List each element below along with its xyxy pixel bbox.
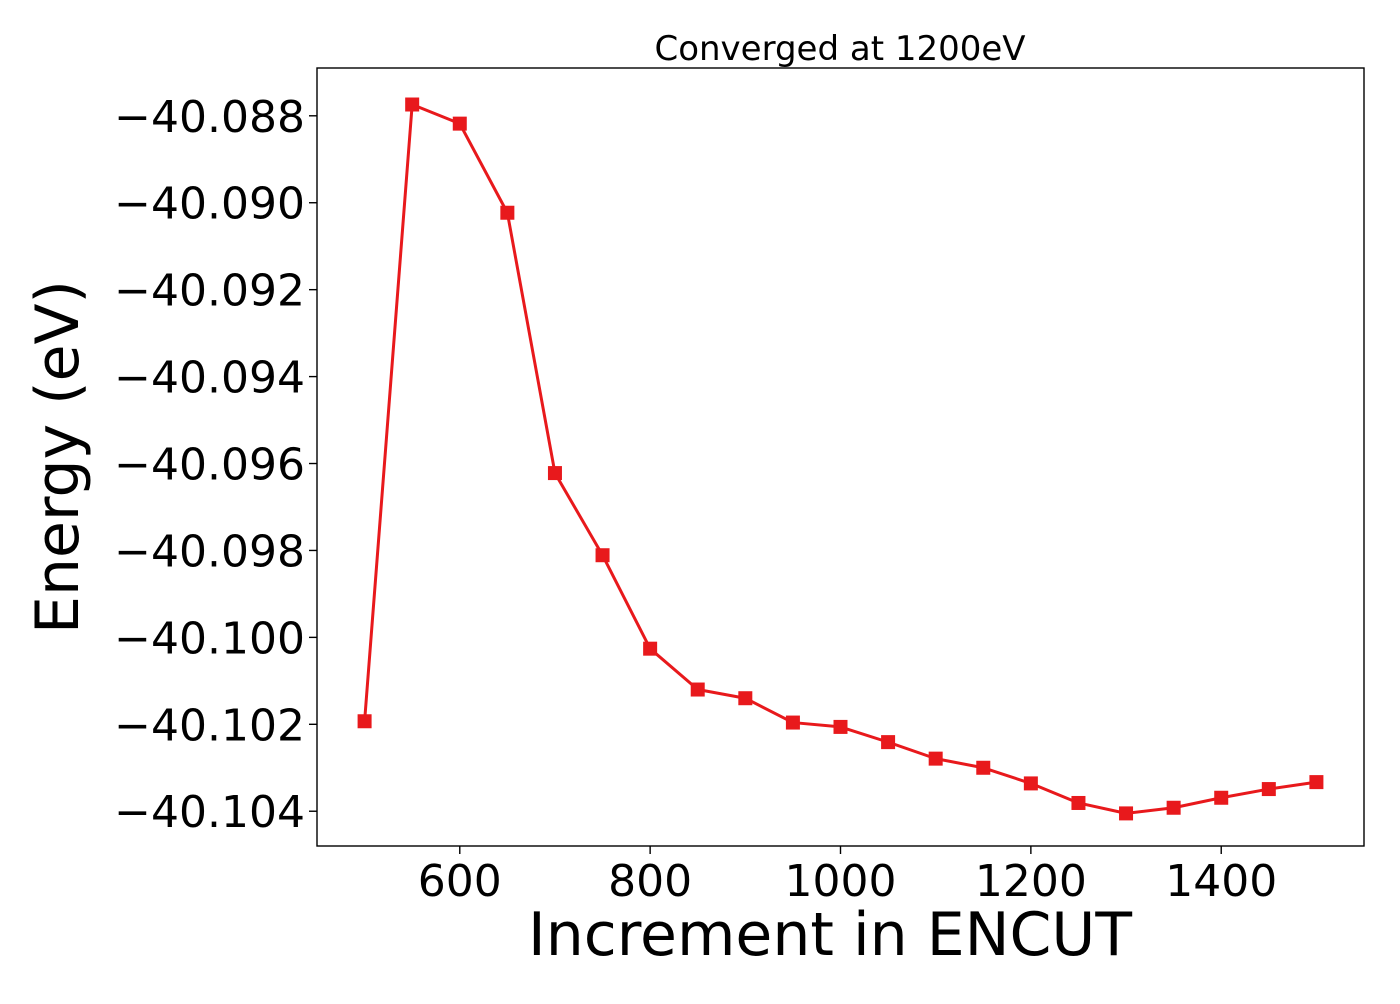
y-tick-label: −40.102 — [114, 700, 305, 751]
y-tick-label: −40.100 — [114, 613, 305, 664]
y-tick-label: −40.088 — [114, 92, 305, 143]
y-tick-label: −40.090 — [114, 179, 305, 230]
x-axis: 600 800 1000 1200 1400 — [418, 846, 1277, 907]
data-point-marker — [452, 116, 467, 131]
y-tick-label: −40.094 — [114, 353, 305, 404]
data-point-marker — [1071, 795, 1086, 810]
y-tick-label: −40.092 — [114, 266, 305, 317]
data-point-marker — [1119, 806, 1134, 821]
data-point-marker — [1214, 790, 1229, 805]
data-point-marker — [738, 691, 753, 706]
data-point-marker — [595, 548, 610, 563]
y-tick-label: −40.098 — [114, 526, 305, 577]
x-axis-title: Increment in ENCUT — [528, 900, 1132, 970]
plot-layer — [357, 97, 1324, 821]
data-point-marker — [1023, 776, 1038, 791]
x-tick-label: 1000 — [785, 856, 897, 907]
y-tick-label: −40.096 — [114, 440, 305, 491]
data-point-marker — [643, 641, 658, 656]
data-point-marker — [405, 97, 420, 112]
data-point-marker — [357, 714, 372, 729]
x-tick-label: 1200 — [975, 856, 1087, 907]
data-point-marker — [976, 760, 991, 775]
x-tick-label: 600 — [418, 856, 502, 907]
data-point-marker — [690, 682, 705, 697]
y-tick-label: −40.104 — [114, 787, 305, 838]
x-tick-label: 1400 — [1165, 856, 1277, 907]
data-point-marker — [1261, 782, 1276, 797]
chart-title: Converged at 1200eV — [654, 29, 1025, 69]
data-point-marker — [500, 205, 515, 220]
data-point-marker — [881, 735, 896, 750]
data-point-marker — [785, 715, 800, 730]
data-point-marker — [833, 719, 848, 734]
y-axis: −40.088 −40.090 −40.092 −40.094 −40.096 −40.0… — [114, 92, 317, 838]
data-point-marker — [928, 751, 943, 766]
data-point-marker — [1309, 775, 1324, 790]
x-tick-label: 800 — [608, 856, 692, 907]
data-point-marker — [1166, 800, 1181, 815]
data-point-marker — [547, 466, 562, 481]
y-axis-title: Energy (eV) — [23, 280, 93, 634]
